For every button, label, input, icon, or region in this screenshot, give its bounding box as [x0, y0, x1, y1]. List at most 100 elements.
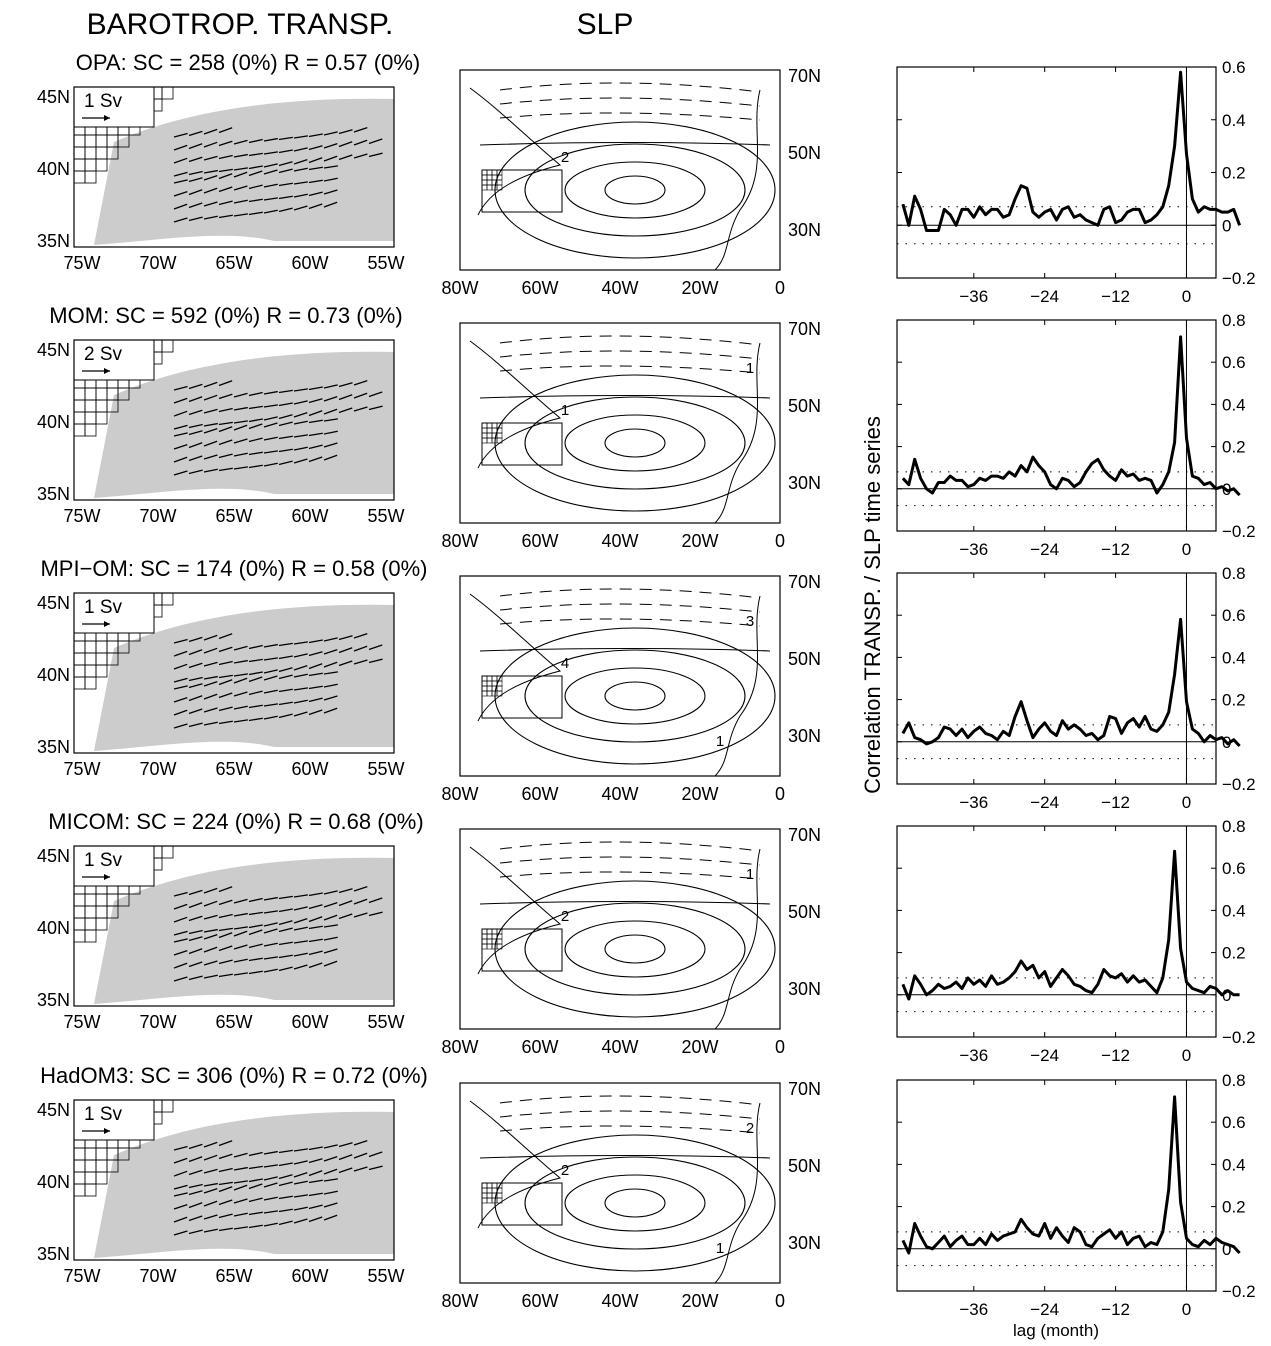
slp-coast-grid — [481, 675, 503, 697]
coast-cell — [73, 170, 86, 184]
transport-vector — [233, 659, 248, 664]
transport-vector — [173, 1145, 188, 1151]
transport-vector — [248, 138, 263, 144]
slp-x-tick-label: 60W — [521, 1037, 558, 1057]
slp-x-tick-label: 0 — [775, 531, 785, 551]
transport-vector — [188, 202, 203, 209]
transport-vector — [188, 409, 203, 416]
x-tick-label: 0 — [1182, 287, 1191, 306]
transport-vector — [203, 422, 218, 427]
transport-vector — [188, 189, 203, 196]
transport-vector — [278, 1208, 293, 1213]
transport-vector — [263, 422, 278, 428]
slp-y-tick-label: 50N — [788, 902, 821, 922]
transport-vector — [188, 695, 203, 702]
transport-vector — [293, 181, 308, 185]
y-tick-label: −0.2 — [1222, 1282, 1256, 1301]
coast-cell — [106, 652, 119, 666]
transport-vector — [218, 899, 233, 906]
transport-vector — [263, 669, 278, 674]
slp-y-tick-label: 30N — [788, 220, 821, 240]
transport-vector — [188, 170, 203, 176]
transport-vector — [338, 154, 353, 161]
slp-y-tick-label: 50N — [788, 396, 821, 416]
slp-y-tick-label: 70N — [788, 1079, 821, 1099]
transport-vector — [308, 651, 323, 657]
transport-vector — [188, 889, 203, 896]
slp-negative-contour — [499, 82, 761, 93]
transport-vector — [188, 636, 203, 643]
transport-vector — [203, 1141, 218, 1148]
left-x-tick-label: 55W — [367, 506, 404, 526]
transport-vector — [278, 674, 293, 680]
transport-vector — [308, 410, 323, 417]
transport-vector — [203, 175, 218, 181]
slp-negative-contour — [499, 1110, 761, 1120]
slp-zero-contour — [479, 647, 771, 652]
transport-vector — [233, 424, 248, 431]
transport-vector — [323, 143, 338, 149]
coast-cell — [106, 905, 119, 919]
coast-cell — [73, 423, 86, 437]
transport-vector — [353, 633, 368, 639]
transport-vector — [308, 709, 323, 716]
left-x-tick-label: 65W — [215, 1266, 252, 1286]
transport-vector — [248, 1211, 263, 1216]
slp-x-tick-label: 40W — [601, 1037, 638, 1057]
transport-vector — [323, 396, 338, 402]
transport-vector — [278, 908, 293, 913]
coast-cell — [73, 893, 86, 907]
coast-cell — [117, 134, 130, 148]
left-x-tick-label: 70W — [139, 253, 176, 273]
left-x-tick-label: 60W — [291, 759, 328, 779]
barotropic-map: 1 Sv 75W 70W 65W 60W 55W 45N 40N 35N — [37, 845, 405, 1032]
left-x-tick-label: 60W — [291, 1266, 328, 1286]
x-tick-label: −24 — [1030, 793, 1059, 812]
coast-cell — [84, 1171, 97, 1185]
row-title: HadOM3: SC = 306 (0%) R = 0.72 (0%) — [40, 1063, 428, 1088]
transport-vector — [188, 1156, 203, 1163]
transport-vector — [293, 711, 308, 717]
slp-negative-contour — [499, 365, 761, 374]
correlation-chart: −0.200.20.40.60.8−36 −24 −12 0 — [896, 311, 1256, 559]
transport-vector — [203, 946, 218, 953]
transport-vector — [368, 911, 383, 917]
transport-vector — [203, 394, 218, 401]
transport-vector — [173, 976, 188, 982]
transport-vector — [233, 185, 248, 191]
transport-vector — [173, 1216, 188, 1223]
transport-vector — [293, 388, 308, 392]
left-x-tick-label: 70W — [139, 759, 176, 779]
transport-vector — [218, 674, 233, 679]
x-tick-label: −36 — [959, 1300, 988, 1319]
barotropic-map-frame — [73, 86, 395, 248]
slp-positive-contour — [524, 396, 746, 490]
transport-vector — [263, 1210, 278, 1214]
transport-vector — [368, 391, 383, 398]
transport-vector — [218, 154, 233, 160]
lag-axis-label: lag (month) — [1013, 1321, 1099, 1340]
correlation-chart: −0.2 0 0.2 0.4 0.6 −36 −24 −12 0 — [896, 58, 1256, 306]
coast-cell — [95, 158, 108, 172]
transport-vector — [173, 1204, 188, 1210]
chart-frame — [896, 572, 1217, 785]
transport-vector — [278, 941, 293, 946]
slp-coast-west — [469, 340, 562, 469]
row-title-separator: R = — [281, 809, 328, 834]
y-tick-label: 0.6 — [1222, 58, 1246, 77]
y-tick-label: 0.2 — [1222, 164, 1246, 183]
transport-vector — [233, 153, 248, 158]
slp-x-tick-label: 20W — [681, 784, 718, 804]
transport-vector — [233, 898, 248, 904]
transport-vector — [218, 927, 233, 932]
x-tick-label: 0 — [1182, 1046, 1191, 1065]
transport-vector — [248, 464, 263, 469]
slp-x-tick-label: 0 — [775, 1037, 785, 1057]
transport-vector — [323, 1156, 338, 1162]
transport-vector — [368, 152, 383, 158]
transport-vector — [323, 683, 338, 688]
transport-vector — [278, 448, 293, 453]
row-title-sc-sig: (0%) — [239, 1063, 285, 1088]
x-tick-label: −12 — [1101, 793, 1130, 812]
transport-vector — [278, 1174, 293, 1180]
